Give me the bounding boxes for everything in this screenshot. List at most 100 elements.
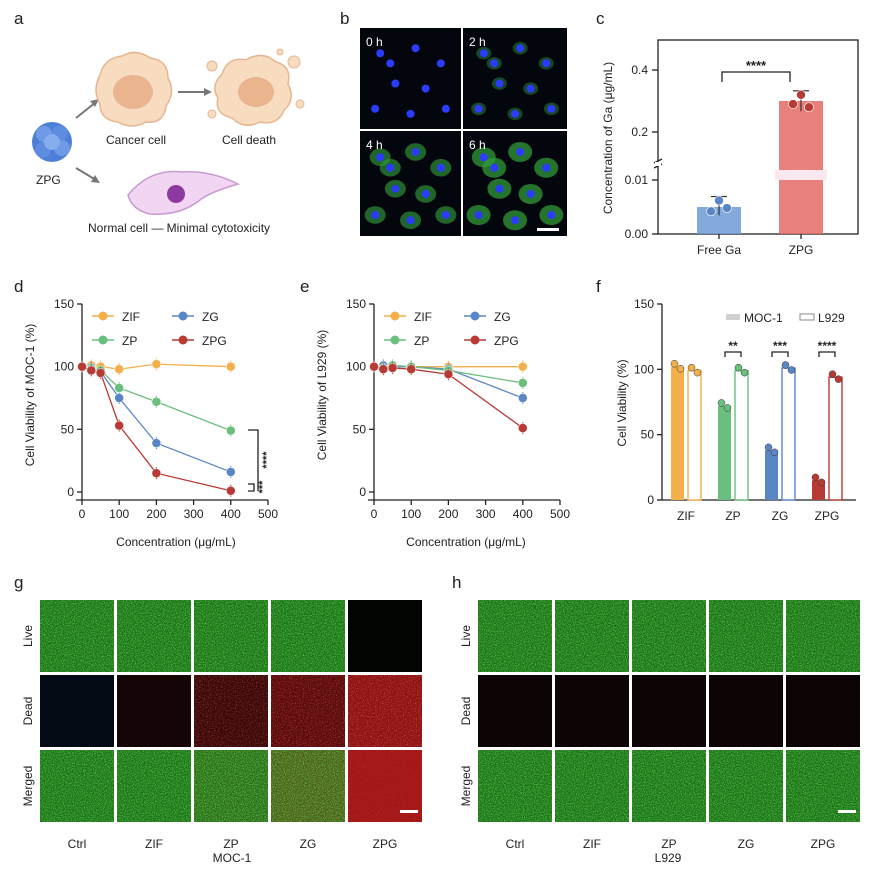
legend-label: ZP <box>122 334 137 348</box>
x-axis-label: Concentration (μg/mL) <box>406 535 526 549</box>
data-point <box>369 361 379 372</box>
bar-l929 <box>828 376 843 501</box>
data-point <box>804 102 814 112</box>
tick-label: 50 <box>641 428 655 442</box>
micrograph-texture <box>194 600 268 672</box>
nucleus-mark <box>495 79 504 88</box>
bar-break <box>775 170 827 180</box>
legend-marker <box>390 311 400 321</box>
nucleus-mark <box>421 84 430 93</box>
micrograph-texture <box>478 600 552 672</box>
cell-line-label: MOC-1 <box>213 851 252 865</box>
nucleus-mark <box>547 211 556 219</box>
nucleus-mark <box>371 104 380 113</box>
micrograph-texture <box>478 750 552 822</box>
micrograph-texture <box>271 600 345 672</box>
tick-label: 150 <box>634 297 654 311</box>
tick-label: 400 <box>513 507 533 521</box>
arrow-down-icon <box>75 167 97 181</box>
data-point <box>77 361 87 372</box>
tick-label: 0 <box>371 507 378 521</box>
nucleus-mark <box>391 184 400 193</box>
data-point <box>518 378 528 388</box>
nucleus-mark <box>490 163 499 172</box>
nucleus-mark <box>441 211 450 219</box>
data-point <box>676 364 685 373</box>
data-point <box>670 359 679 368</box>
nucleus-mark <box>516 148 525 156</box>
column-label: Ctrl <box>68 837 87 851</box>
significance-bracket <box>724 351 742 357</box>
nucleus-mark <box>436 59 445 68</box>
legend-label: ZPG <box>494 334 519 348</box>
cancer-cell-label: Cancer cell <box>106 133 166 147</box>
column-label: ZPG <box>811 837 836 851</box>
tick-label: 500 <box>550 507 570 521</box>
micrograph-tile <box>709 675 783 747</box>
data-point <box>781 361 790 369</box>
legend-label: ZIF <box>122 310 140 324</box>
tick-label: 50 <box>61 422 75 436</box>
data-point <box>740 368 749 377</box>
zpg-particle-icon <box>32 122 72 162</box>
panel-b: b 0 h 2 h 4 h 6 h <box>340 9 567 236</box>
tick-label: 100 <box>401 507 421 521</box>
data-point <box>788 99 798 109</box>
y-axis-label: Cell Viability (%) <box>615 359 629 446</box>
data-point <box>151 359 162 369</box>
data-point <box>693 368 702 377</box>
data-point <box>226 361 236 372</box>
legend-swatch <box>799 313 815 321</box>
legend-marker <box>98 335 108 345</box>
significance-label: *** <box>773 339 787 353</box>
panel-label-g: g <box>14 573 23 592</box>
data-point <box>86 365 97 376</box>
bar-moc1 <box>671 366 684 500</box>
micrograph-texture <box>271 675 345 747</box>
micrograph-tile <box>40 675 114 747</box>
data-point <box>151 468 162 478</box>
cancer-cell-icon <box>95 51 173 127</box>
tick-label: 200 <box>438 507 458 521</box>
scale-bar <box>400 810 418 813</box>
data-point <box>706 206 716 217</box>
tick-label: 200 <box>146 507 166 521</box>
data-point <box>114 383 124 393</box>
panel-g: g Live Dead Merged Ctrl ZIF ZP ZG ZPG MOC-1 <box>14 573 422 865</box>
normal-cell-label: Normal cell — Minimal cytotoxicity <box>88 221 270 235</box>
timepoint-label: 0 h <box>366 35 383 49</box>
panel-a: a ZPG Cancer cell <box>14 9 305 235</box>
panel-label-d: d <box>14 277 23 296</box>
nucleus-mark <box>479 153 488 162</box>
legend-label: ZPG <box>202 334 227 348</box>
panel-e: e 0 50 100 150 0 100 200 300 400 500 ZIF ZG ZP ZPG Ce… <box>300 277 570 549</box>
data-point <box>734 363 743 372</box>
data-point <box>518 423 528 433</box>
panel-label-e: e <box>300 277 309 296</box>
data-point <box>114 364 124 374</box>
panel-label-c: c <box>596 9 605 28</box>
legend-swatch <box>726 314 740 320</box>
tick-label: 150 <box>346 297 366 311</box>
y-axis-label: Cell Viability of L929 (%) <box>315 330 329 461</box>
category-label: ZPG <box>789 243 814 257</box>
x-axis-label: Concentration (μg/mL) <box>116 535 236 549</box>
micrograph-texture <box>709 600 783 672</box>
data-point <box>787 366 796 374</box>
cell-line-label: L929 <box>655 851 682 865</box>
panel-h: h Live Dead Merged Ctrl ZIF ZP ZG ZPG L929 <box>452 573 860 865</box>
data-point <box>406 364 416 374</box>
data-point <box>114 393 124 403</box>
micrograph-texture <box>786 600 860 672</box>
legend-marker <box>390 335 400 345</box>
significance-label: ** <box>728 339 738 353</box>
micrograph-texture <box>348 675 422 747</box>
column-label: ZP <box>661 837 676 851</box>
scale-bar <box>838 810 856 813</box>
data-point <box>226 425 236 436</box>
category-label: ZPG <box>815 509 840 523</box>
significance-label: **** <box>261 451 273 469</box>
significance-bracket <box>248 483 255 492</box>
